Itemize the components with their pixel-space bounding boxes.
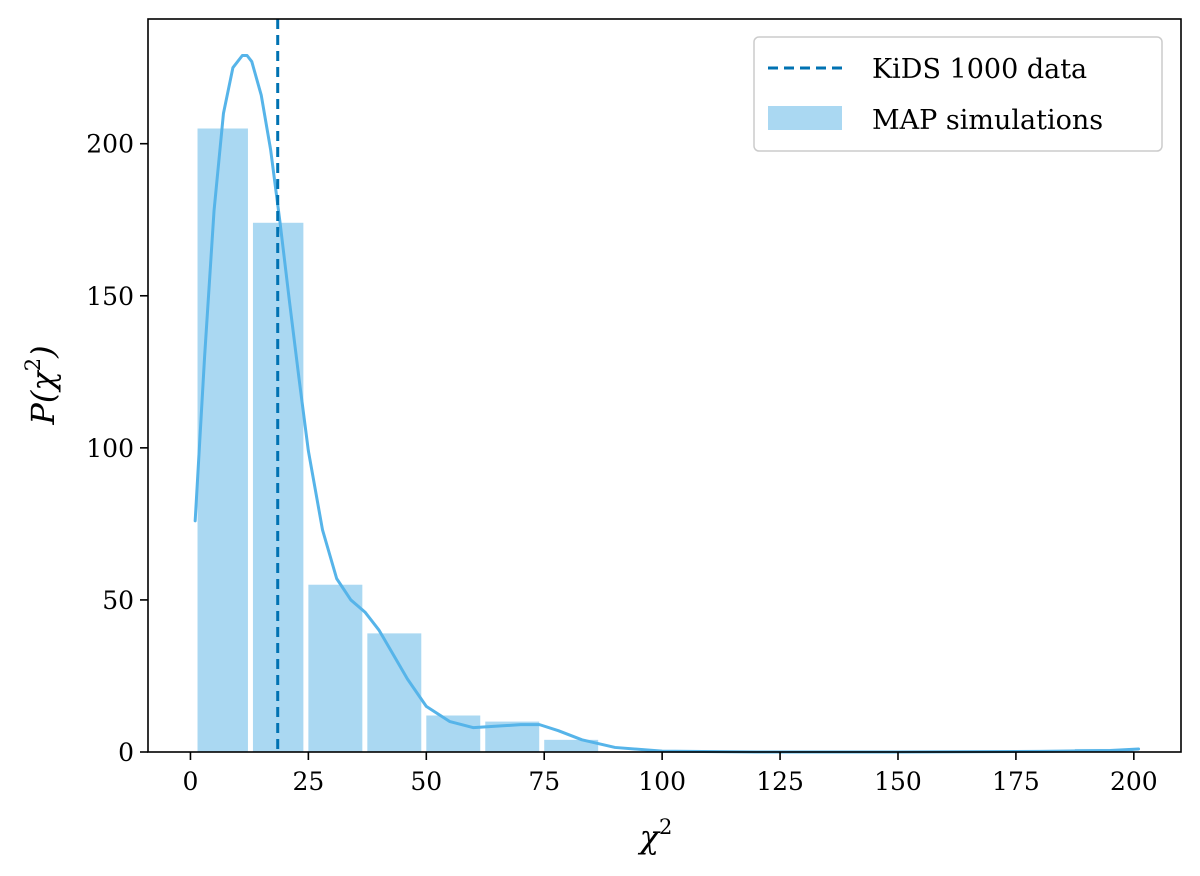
kde-group: [193, 54, 1141, 754]
kde-line: [193, 54, 1141, 754]
bars-group: [197, 128, 1134, 752]
x-tick-label: 50: [410, 767, 442, 796]
x-tick-label: 100: [638, 767, 686, 796]
x-axis-label: χ2: [638, 815, 673, 856]
histogram-bar: [197, 128, 248, 752]
x-axis: 0 25 50 75 100 125 150 175 200: [182, 752, 1158, 796]
legend-bar-swatch: [768, 106, 842, 130]
x-tick-label: 125: [756, 767, 804, 796]
legend-frame: [753, 36, 1163, 152]
histogram-bar: [544, 739, 599, 752]
y-tick-label: 200: [86, 130, 134, 159]
y-axis: 0 50 100 150 200: [86, 130, 148, 767]
y-axis-label: P(χ2): [21, 345, 62, 425]
y-tick-label: 150: [86, 282, 134, 311]
x-tick-label: 0: [182, 767, 198, 796]
y-tick-label: 100: [86, 434, 134, 463]
x-tick-label: 175: [992, 767, 1040, 796]
legend-data-label: KiDS 1000 data: [872, 54, 1087, 85]
legend: KiDS 1000 data MAP simulations: [753, 36, 1163, 152]
histogram-bar: [367, 633, 422, 752]
histogram-bar: [308, 584, 363, 752]
y-tick-label: 50: [102, 586, 134, 615]
x-tick-label: 150: [874, 767, 922, 796]
x-axis-label-sup: 2: [659, 815, 672, 839]
x-tick-label: 200: [1110, 767, 1158, 796]
legend-sim-label: MAP simulations: [872, 105, 1103, 136]
x-tick-label: 25: [292, 767, 324, 796]
x-tick-label: 75: [528, 767, 560, 796]
y-axis-label-sup: 2: [21, 358, 45, 371]
y-tick-label: 0: [118, 738, 134, 767]
plot-frame: [147, 18, 1182, 753]
